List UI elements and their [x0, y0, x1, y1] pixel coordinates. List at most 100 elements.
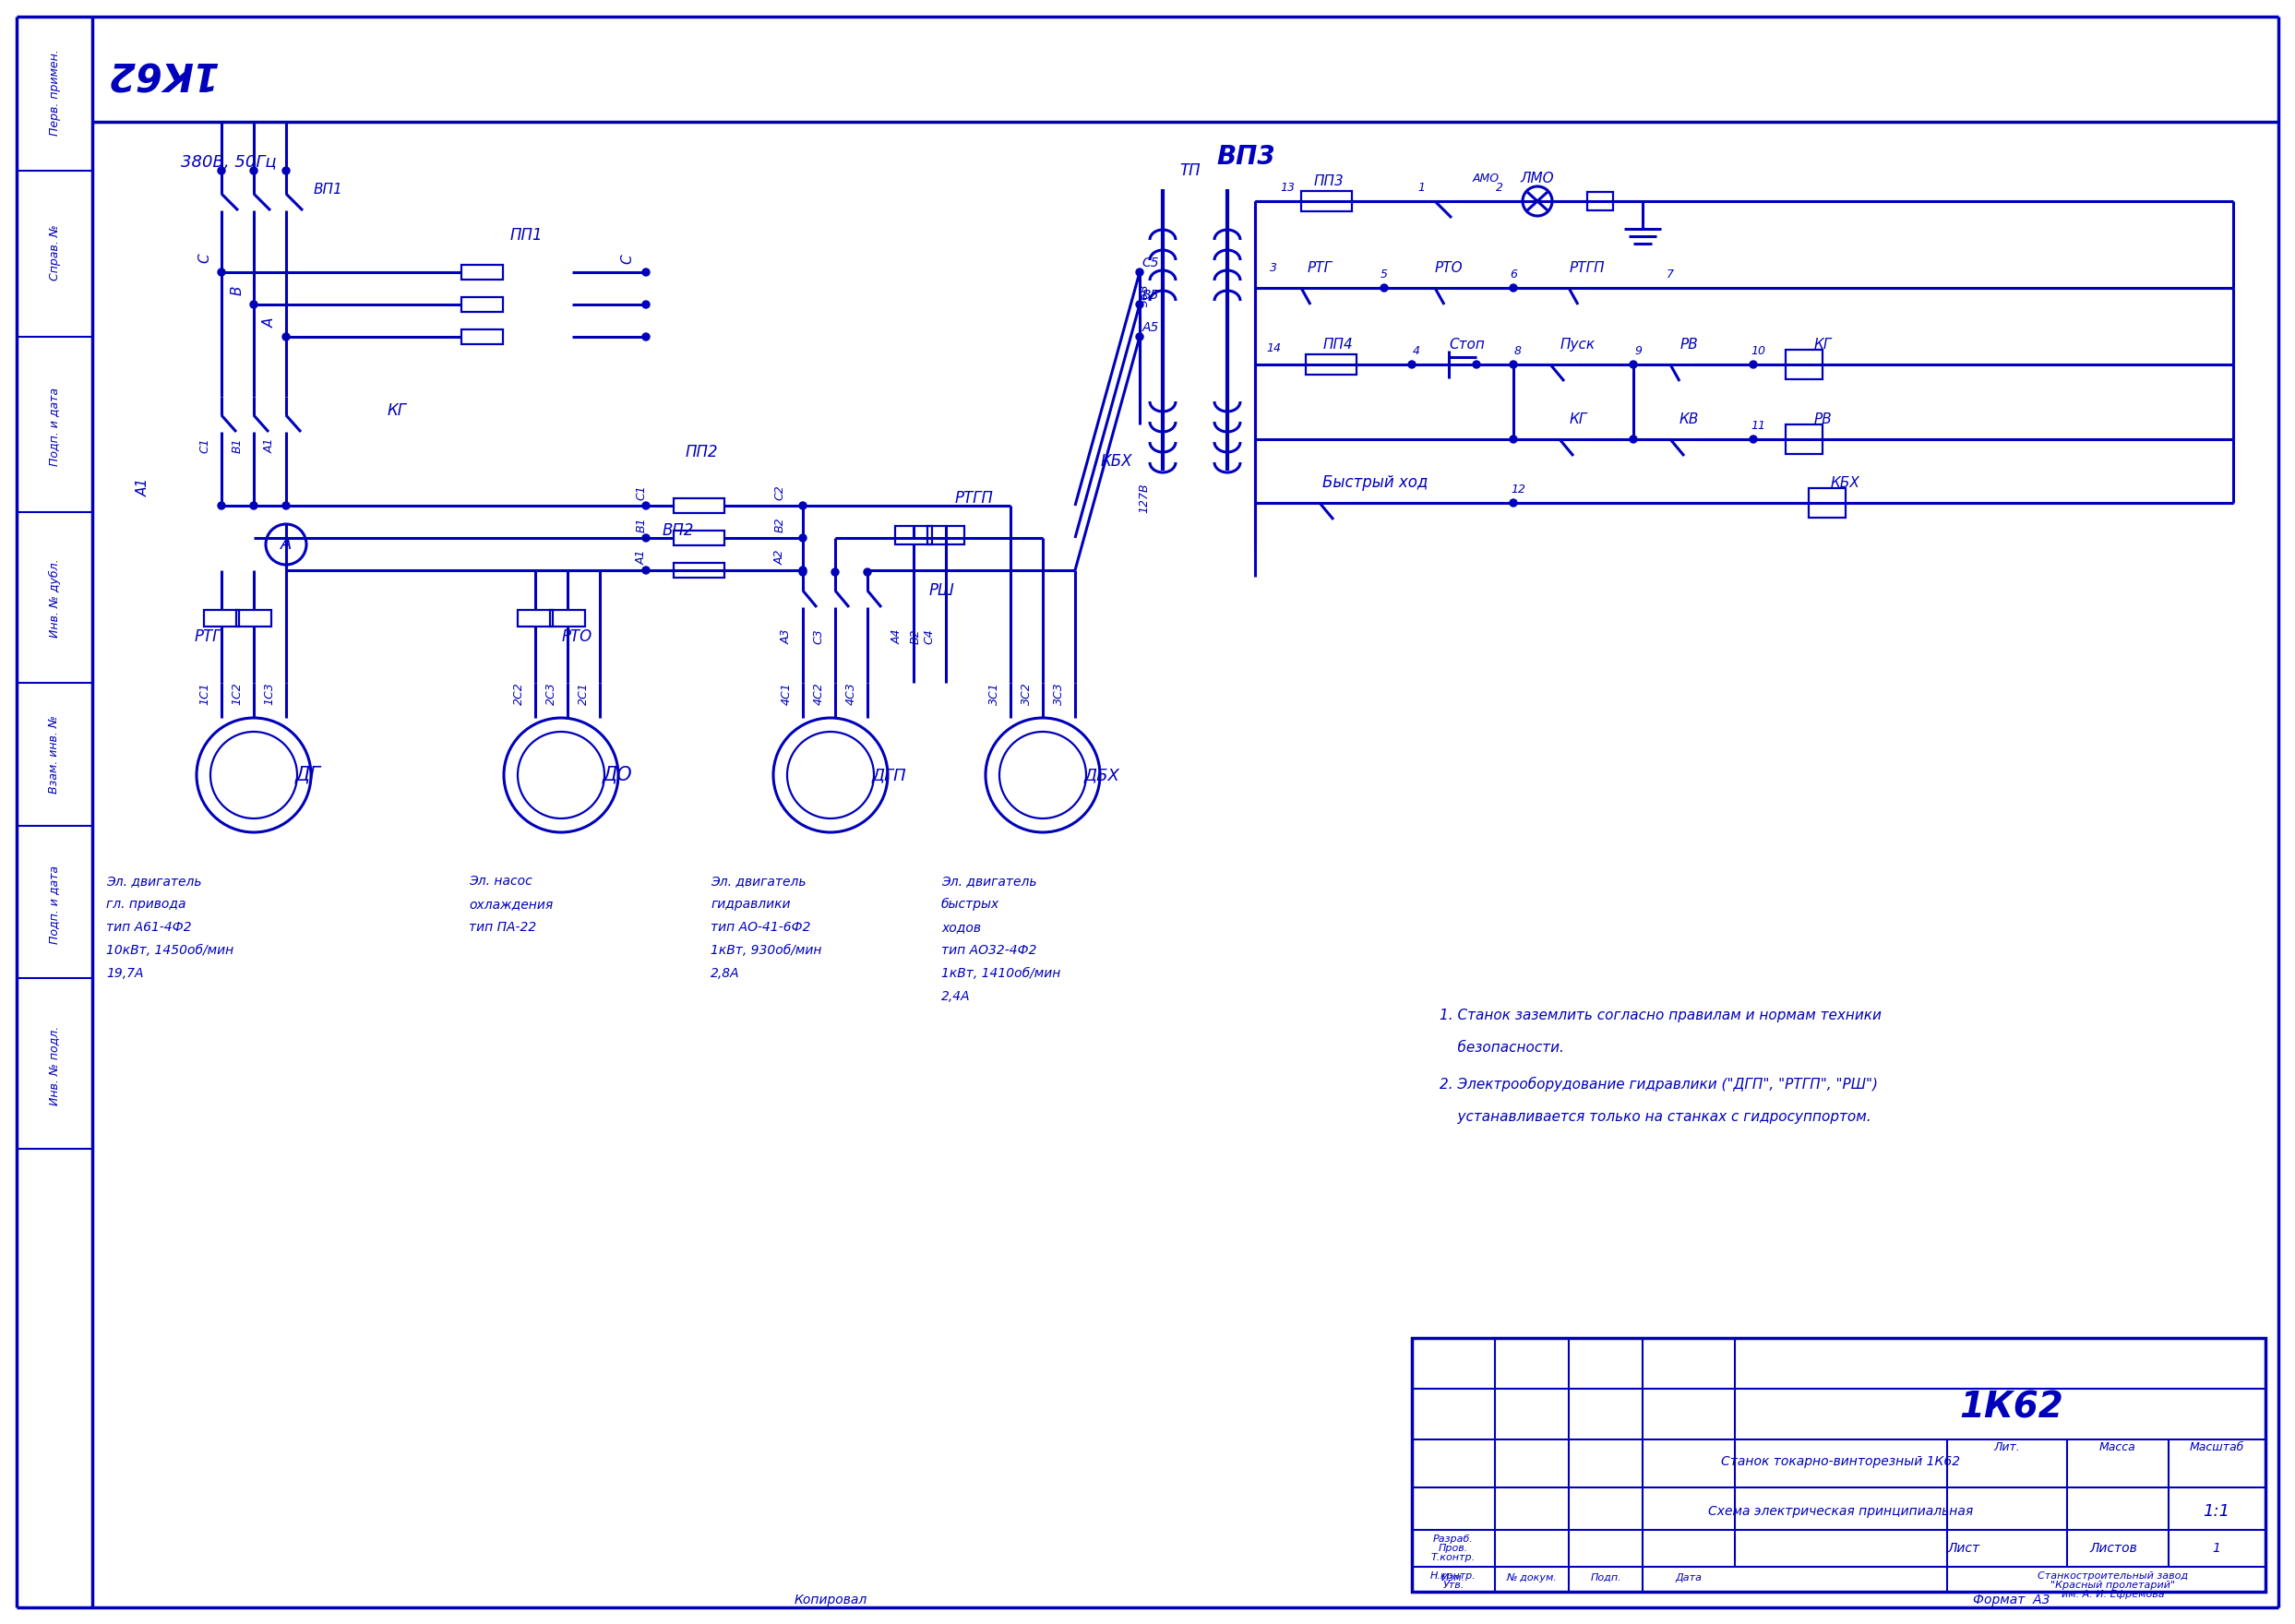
Text: 1кВт, 1410об/мин: 1кВт, 1410об/мин [941, 966, 1060, 979]
Text: 3C2: 3C2 [1021, 682, 1033, 705]
Text: 2C3: 2C3 [544, 682, 558, 705]
Circle shape [218, 268, 225, 276]
Text: РТГП: РТГП [1570, 261, 1604, 274]
Text: РТГ: РТГ [195, 628, 220, 645]
Text: № докум.: № докум. [1506, 1574, 1558, 1582]
Text: ТП: ТП [1180, 162, 1200, 179]
Text: 11: 11 [1751, 419, 1765, 432]
Text: Масштаб: Масштаб [2189, 1440, 2245, 1453]
Circle shape [282, 333, 289, 341]
Text: 1:1: 1:1 [2203, 1504, 2231, 1520]
Text: Эл. двигатель: Эл. двигатель [711, 875, 806, 888]
Bar [675, 564, 725, 578]
Text: Масса: Масса [2100, 1440, 2137, 1453]
Text: 13: 13 [1281, 182, 1294, 193]
Text: C: C [197, 253, 211, 263]
Text: 1C2: 1C2 [232, 682, 243, 705]
Circle shape [643, 502, 649, 510]
Text: 4: 4 [1414, 344, 1421, 357]
Text: ходов: ходов [941, 921, 980, 934]
Text: Подп. и дата: Подп. и дата [48, 387, 60, 466]
Text: B: B [230, 286, 243, 296]
Text: Инв. № подл.: Инв. № подл. [48, 1026, 60, 1106]
Text: тип АО32-4Ф2: тип АО32-4Ф2 [941, 944, 1037, 957]
Text: Утв.: Утв. [1444, 1580, 1464, 1590]
Text: 380В, 50Гц: 380В, 50Гц [181, 153, 278, 171]
Text: Взам. инв. №: Взам. инв. № [48, 716, 60, 794]
Text: A: A [262, 318, 275, 328]
Text: C5: C5 [1143, 257, 1159, 270]
Bar [1786, 349, 1822, 380]
Text: 2. Электрооборудование гидравлики ("ДГП", "РТГП", "РШ"): 2. Электрооборудование гидравлики ("ДГП"… [1439, 1077, 1877, 1091]
Text: Станок токарно-винторезный 1К62: Станок токарно-винторезный 1К62 [1721, 1455, 1960, 1468]
Bar [461, 297, 503, 312]
Bar [519, 611, 553, 627]
Text: 1К62: 1К62 [1960, 1390, 2063, 1424]
Text: C4: C4 [923, 628, 936, 645]
Text: тип А61-4Ф2: тип А61-4Ф2 [106, 921, 190, 934]
Text: Пуск: Пуск [1561, 338, 1595, 351]
Bar [1786, 424, 1822, 455]
Text: Эл. двигатель: Эл. двигатель [941, 875, 1037, 888]
Circle shape [643, 567, 649, 573]
Text: безопасности.: безопасности. [1439, 1041, 1563, 1054]
Circle shape [1629, 435, 1636, 443]
Text: им. А. И. Ефремова: им. А. И. Ефремова [2061, 1590, 2164, 1600]
Text: C2: C2 [773, 486, 785, 500]
Circle shape [1136, 300, 1143, 309]
Circle shape [1749, 435, 1758, 443]
Text: Копировал: Копировал [794, 1593, 868, 1606]
Text: ПП3: ПП3 [1313, 174, 1345, 188]
Text: B1: B1 [636, 518, 647, 533]
Text: 1К62: 1К62 [106, 52, 218, 91]
Text: РТО: РТО [1434, 261, 1462, 274]
Text: 6: 6 [1510, 268, 1517, 279]
Text: Разраб.: Разраб. [1432, 1535, 1473, 1544]
Text: КГ: КГ [1813, 338, 1831, 351]
Text: РВ: РВ [1680, 338, 1698, 351]
Text: гл. привода: гл. привода [106, 898, 186, 911]
Text: Дата: Дата [1675, 1574, 1703, 1582]
Text: 5: 5 [1382, 268, 1388, 279]
Text: ДГП: ДГП [872, 767, 907, 783]
Text: 4C1: 4C1 [780, 682, 792, 705]
Text: Н.контр.: Н.контр. [1430, 1572, 1476, 1580]
Text: Быстрый ход: Быстрый ход [1322, 474, 1427, 490]
Circle shape [1629, 361, 1636, 369]
Text: ПП1: ПП1 [509, 227, 542, 244]
Text: 7: 7 [1666, 268, 1673, 279]
Text: 2,4А: 2,4А [941, 991, 971, 1004]
Text: КВ: КВ [1680, 412, 1698, 425]
Text: 10кВт, 1450об/мин: 10кВт, 1450об/мин [106, 944, 234, 957]
Text: 2,8А: 2,8А [711, 966, 739, 979]
Text: 3C3: 3C3 [1053, 682, 1065, 705]
Circle shape [1510, 361, 1517, 369]
Text: 2C2: 2C2 [512, 682, 526, 705]
Circle shape [250, 300, 257, 309]
Text: 1C3: 1C3 [264, 682, 275, 705]
Text: КГ: КГ [388, 403, 406, 419]
Circle shape [250, 167, 257, 174]
Text: 36В: 36В [1138, 284, 1150, 307]
Text: C1: C1 [636, 486, 647, 500]
Text: Пров.: Пров. [1439, 1544, 1469, 1553]
Text: Подп. и дата: Подп. и дата [48, 866, 60, 944]
Circle shape [282, 167, 289, 174]
Text: 2: 2 [1496, 182, 1503, 193]
Circle shape [1136, 268, 1143, 276]
Text: Инв. № дубл.: Инв. № дубл. [48, 559, 60, 638]
Text: ВП1: ВП1 [312, 182, 342, 197]
Text: КБХ: КБХ [1831, 476, 1861, 489]
Text: охлаждения: охлаждения [468, 898, 553, 911]
Circle shape [218, 502, 225, 510]
Text: Изм.: Изм. [1441, 1574, 1467, 1582]
Text: тип АО-41-6Ф2: тип АО-41-6Ф2 [711, 921, 810, 934]
Text: 12: 12 [1510, 482, 1526, 495]
Text: Эл. двигатель: Эл. двигатель [106, 875, 202, 888]
Text: РТГП: РТГП [955, 490, 994, 507]
Text: Справ. №: Справ. № [48, 224, 60, 281]
Text: A5: A5 [1143, 322, 1159, 335]
Circle shape [1409, 361, 1416, 369]
Text: "Красный пролетарий": "Красный пролетарий" [2052, 1580, 2176, 1590]
Text: 4C2: 4C2 [812, 682, 824, 705]
